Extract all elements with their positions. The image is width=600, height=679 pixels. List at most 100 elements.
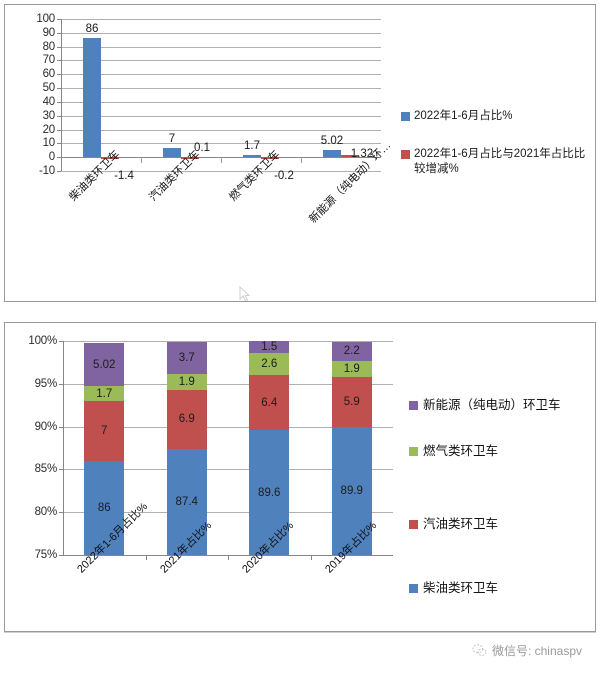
gridline: [61, 74, 381, 76]
gridline: [63, 341, 393, 342]
legend-item: 汽油类环卫车: [409, 516, 589, 532]
stacked-segment: 2.6: [249, 352, 290, 376]
y-tick-label: 95%: [34, 377, 58, 390]
y-tick: [57, 46, 61, 48]
y-tick-label: 90%: [34, 420, 58, 433]
y-axis-line: [63, 341, 64, 555]
footer-divider: [4, 632, 596, 633]
bar: [261, 157, 279, 159]
y-tick-label: 70: [42, 54, 56, 67]
mouse-cursor-icon: [239, 286, 251, 302]
bar-data-label: 7: [168, 132, 176, 145]
stacked-segment: 5.9: [331, 376, 372, 428]
category-separator: [141, 157, 142, 164]
y-tick: [57, 115, 61, 117]
chart-bottom-plot-area: 86 7 1.7 5.02 87.4 6.9 1.9 3.7 89.6 6.4 2.6 1.5 89.9…: [59, 341, 393, 560]
chart-top-legend: 2022年1-6月占比% 2022年1-6月占比与2021年占比比较增减%: [401, 109, 591, 200]
y-axis-line: [61, 19, 62, 171]
x-tick: [310, 555, 312, 560]
chart-top-plot-area: 86 7 1.7 5.02 -1.4 0.1 -0.2 1.32: [57, 19, 381, 182]
legend-label: 2022年1-6月占比与2021年占比比较增减%: [414, 147, 586, 176]
y-tick: [57, 129, 61, 131]
y-tick: [57, 88, 61, 90]
stacked-segment: 87.4: [166, 448, 207, 555]
gridline: [63, 383, 393, 385]
y-tick-label: 50: [42, 82, 56, 95]
stacked-segment: 1.7: [84, 386, 125, 401]
bar: [323, 150, 341, 158]
y-tick: [57, 101, 61, 103]
bar-data-label: -1.4: [114, 170, 134, 183]
x-tick: [228, 555, 229, 560]
stacked-segment: 89.6: [249, 430, 290, 555]
bar-data-label: -0.2: [274, 170, 294, 183]
y-tick-label: 20: [42, 123, 56, 136]
gridline: [61, 88, 381, 90]
y-tick-label: 40: [42, 95, 56, 108]
wechat-icon: [472, 644, 487, 656]
legend-swatch: [409, 447, 418, 457]
stacked-segment: 89.9: [331, 427, 372, 555]
category-separator: [221, 157, 222, 164]
y-tick: [59, 426, 63, 428]
legend-item: 燃气类环卫车: [409, 443, 589, 459]
y-tick-label: 30: [42, 109, 56, 122]
gridline: [61, 143, 381, 145]
stacked-segment: 5.02: [84, 343, 125, 387]
chart-top-y-axis: 100 90 80 70 60 50 40 30 20 10 0 -10: [13, 5, 55, 185]
gridline: [61, 171, 381, 172]
gridline: [63, 469, 393, 471]
x-tick: [145, 555, 147, 560]
legend-swatch: [409, 519, 418, 529]
bar-data-label: 0.1: [194, 142, 210, 155]
gridline: [61, 101, 381, 103]
gridline: [61, 60, 381, 62]
y-tick: [57, 143, 61, 145]
y-tick-label: 85%: [34, 463, 58, 476]
legend-item: 新能源（纯电动）环卫车: [409, 397, 589, 413]
legend-label: 燃气类环卫车: [423, 444, 499, 459]
stacked-segment: 1.9: [166, 373, 207, 390]
gridline: [63, 512, 393, 514]
y-tick-label: 75%: [34, 549, 58, 561]
y-tick-label: 100%: [28, 335, 57, 347]
stacked-segment: 2.2: [331, 341, 372, 361]
legend-label: 柴油类环卫车: [423, 580, 499, 595]
chart-bottom-legend: 新能源（纯电动）环卫车燃气类环卫车 汽油类环卫车 柴油类环卫车: [409, 397, 589, 596]
legend-label: 2022年1-6月占比%: [414, 110, 513, 122]
y-tick: [59, 512, 63, 514]
stacked-segment: 6.4: [249, 375, 290, 431]
chart-panel-top: 100 90 80 70 60 50 40 30 20 10 0 -10 86 7 1.7 5.02 -1.4…: [4, 4, 596, 302]
gridline: [61, 32, 381, 34]
bar-data-label: 86: [85, 23, 99, 36]
y-tick: [57, 32, 61, 34]
bar-data-label: 1.32: [350, 148, 374, 161]
bar: [101, 157, 119, 160]
y-tick-label: 90: [42, 26, 56, 39]
gridline: [61, 115, 381, 117]
y-tick: [59, 341, 63, 342]
y-tick-label: 60: [42, 68, 56, 81]
bar-data-label: 5.02: [320, 135, 344, 148]
y-tick-label: 100: [36, 13, 55, 25]
y-tick: [57, 157, 61, 159]
y-tick-label: 0: [48, 151, 55, 164]
legend-item: 柴油类环卫车: [409, 580, 589, 596]
gridline: [61, 46, 381, 48]
gridline: [63, 426, 393, 428]
footer-content: 微信号: chinaspv: [472, 642, 582, 659]
chart-bottom-y-axis: 100% 95% 90% 85% 80% 75%: [11, 323, 57, 573]
bar: [163, 147, 181, 158]
legend-swatch: [409, 401, 418, 410]
gridline: [61, 129, 381, 131]
legend-label: 汽油类环卫车: [423, 516, 499, 531]
y-tick: [57, 19, 61, 20]
y-tick-label: 10: [42, 137, 56, 150]
stacked-segment: 86: [84, 460, 125, 555]
y-tick-label: 80%: [34, 506, 58, 519]
bar: [181, 157, 199, 159]
stacked-segment: 1.9: [331, 360, 372, 377]
bar-data-label: 1.7: [244, 139, 260, 152]
gridline: [61, 19, 381, 20]
footer-text: 微信号: chinaspv: [491, 644, 582, 658]
